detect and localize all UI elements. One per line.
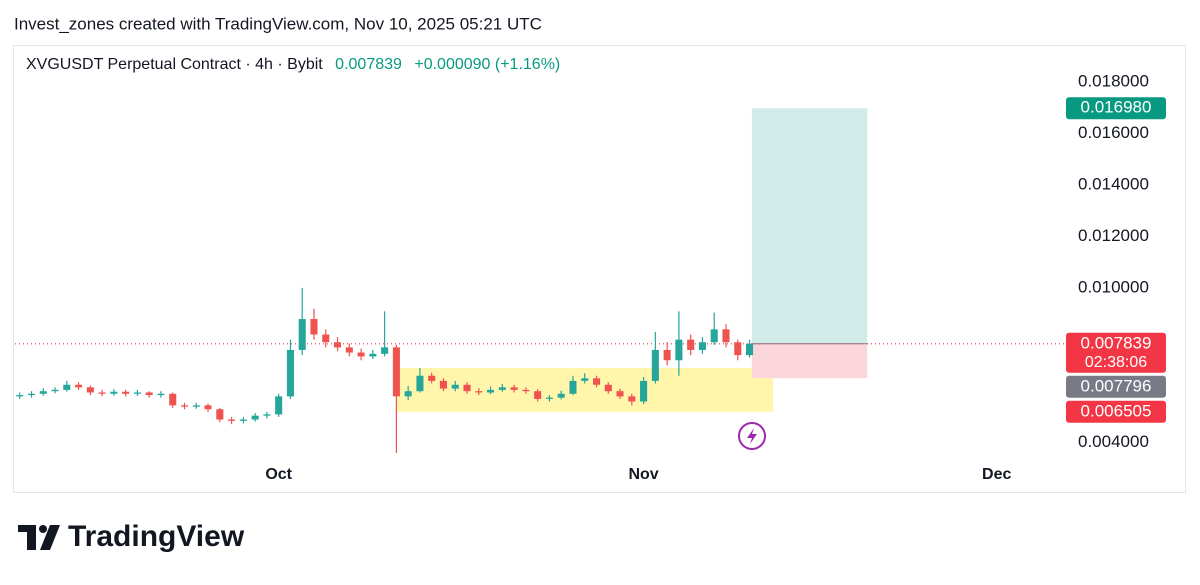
candle-body xyxy=(698,342,706,350)
candle-body xyxy=(263,414,271,416)
x-tick-label: Nov xyxy=(628,466,658,483)
candle-body xyxy=(439,380,448,389)
logo-mark xyxy=(40,525,60,550)
candle-body xyxy=(451,384,459,389)
candle-body xyxy=(487,389,495,393)
y-tick-label: 0.004000 xyxy=(1078,432,1149,451)
candle-body xyxy=(675,339,683,361)
candle-body xyxy=(557,393,565,398)
candle-body xyxy=(169,393,177,406)
logo: TradingView xyxy=(18,520,245,553)
price-label-box xyxy=(1066,332,1166,373)
price-label: 0.016980 xyxy=(1081,98,1152,117)
logo-dot xyxy=(39,525,47,533)
x-tick-label: Dec xyxy=(982,466,1011,483)
alert-icon-bolt xyxy=(747,428,757,444)
candle-body xyxy=(581,378,589,381)
candle-body xyxy=(392,347,400,397)
price-label: 0.006505 xyxy=(1081,401,1152,420)
y-tick-label: 0.012000 xyxy=(1078,226,1149,245)
candle-body xyxy=(428,375,436,381)
brand: TradingView xyxy=(68,520,245,553)
candle-body xyxy=(204,405,212,410)
candle-body xyxy=(251,415,259,420)
y-tick-label: 0.010000 xyxy=(1078,278,1149,297)
candle-body xyxy=(534,391,542,399)
candle-body xyxy=(216,409,224,420)
candle-body xyxy=(651,349,659,381)
profit-zone xyxy=(751,108,868,344)
candle-body xyxy=(27,393,36,396)
header: Invest_zones created with TradingView.co… xyxy=(14,14,542,33)
alert-icon xyxy=(738,422,766,450)
candle-body xyxy=(180,405,189,407)
candle-body xyxy=(275,396,283,415)
candle-body xyxy=(710,329,718,343)
price-label: 0.007796 xyxy=(1081,376,1152,395)
candle-body xyxy=(640,380,648,402)
candle-body xyxy=(569,380,577,394)
candle-body xyxy=(404,391,412,397)
price-label-box xyxy=(1066,375,1166,398)
candle-body xyxy=(663,349,671,361)
y-tick-label: 0.016000 xyxy=(1078,123,1149,142)
candle-body xyxy=(545,397,553,399)
candle-body xyxy=(145,392,153,396)
candle-body xyxy=(334,342,342,348)
price-label-box xyxy=(1066,400,1166,423)
chart-frame xyxy=(13,45,1186,493)
candle-body xyxy=(381,347,389,354)
candle-body xyxy=(357,352,365,357)
candle-body xyxy=(498,387,506,390)
candle-body xyxy=(310,319,318,335)
candle-body xyxy=(734,342,742,356)
candle-body xyxy=(604,384,612,392)
candle-body xyxy=(98,392,106,394)
price-label-box xyxy=(1066,97,1166,120)
y-tick-label: 0.018000 xyxy=(1078,71,1149,90)
loss-zone xyxy=(751,343,868,379)
candle-body xyxy=(228,419,236,421)
x-tick-label: Oct xyxy=(265,466,292,483)
candle-body xyxy=(616,391,624,397)
candle-body xyxy=(133,392,141,394)
candle-body xyxy=(522,389,530,392)
plot: 0.004000 0.010000 0.012000 0.014000 0.016000… xyxy=(15,71,1166,483)
candle-body xyxy=(463,384,471,392)
candle-body xyxy=(687,339,695,350)
candle-body xyxy=(63,384,71,390)
candle-body xyxy=(75,384,83,388)
candle-body xyxy=(286,349,294,397)
candle-body xyxy=(86,387,94,393)
candle-body xyxy=(722,329,730,343)
candle-body xyxy=(369,353,377,357)
candle-body xyxy=(416,375,424,392)
candle-body xyxy=(51,389,59,392)
candle-body xyxy=(39,391,47,394)
candle-body xyxy=(298,319,306,350)
legend-change: +0.000090 (+1.16%) xyxy=(414,56,560,73)
candle-body xyxy=(592,378,601,385)
candle-body xyxy=(192,405,200,407)
candle-body xyxy=(122,391,130,394)
candle-body xyxy=(510,387,518,390)
y-tick-label: 0.014000 xyxy=(1078,175,1149,194)
logo-mark xyxy=(18,525,36,550)
legend-price: 0.007839 xyxy=(335,56,402,73)
candle-body xyxy=(745,343,754,356)
price-label: 0.007839 xyxy=(1081,333,1152,352)
candle-body xyxy=(322,334,330,343)
candle-body xyxy=(475,391,483,393)
legend: XVGUSDT Perpetual Contract · 4h · Bybit … xyxy=(26,56,560,73)
candle-body xyxy=(16,395,24,397)
candle-body xyxy=(110,391,118,394)
candle-body xyxy=(239,419,247,421)
candle-body xyxy=(345,347,353,353)
legend-title: XVGUSDT Perpetual Contract · 4h · Bybit xyxy=(26,56,323,73)
countdown: 02:38:06 xyxy=(1085,354,1147,371)
candle-body xyxy=(628,396,636,402)
candle-body xyxy=(157,393,165,396)
